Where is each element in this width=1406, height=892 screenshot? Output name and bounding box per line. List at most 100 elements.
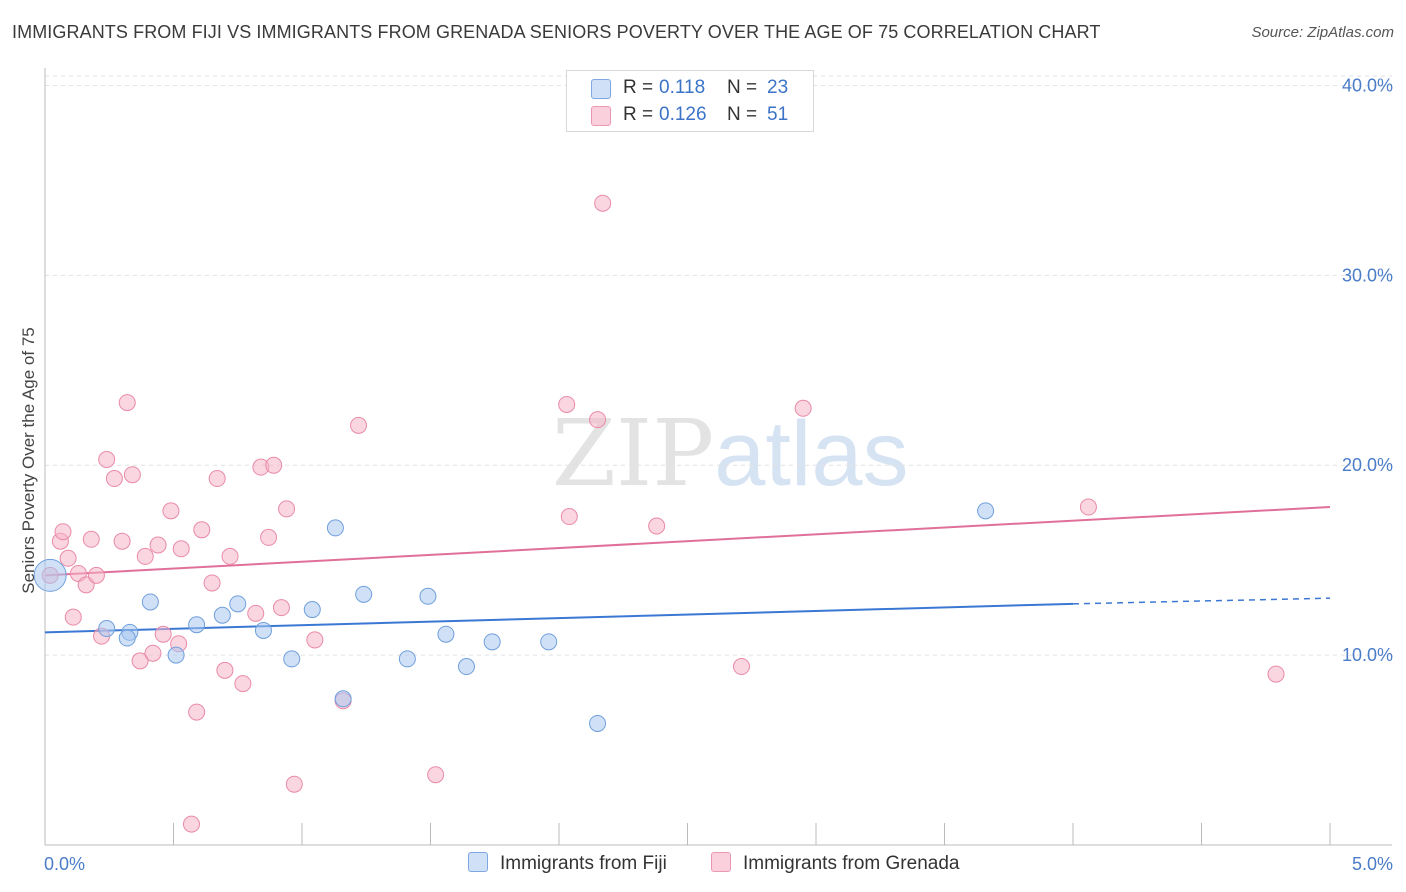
point-fiji: [334, 690, 352, 708]
point-grenada: [136, 547, 154, 565]
legend-row-grenada: R = 0.126 N = 51: [567, 102, 813, 128]
point-fiji: [437, 625, 455, 643]
point-grenada: [54, 523, 72, 541]
gridlines: [45, 75, 1392, 656]
point-fiji: [33, 558, 67, 592]
point-grenada: [594, 194, 612, 212]
source-credit: Source: ZipAtlas.com: [1251, 24, 1394, 41]
point-grenada: [118, 394, 136, 412]
point-grenada: [1079, 498, 1097, 516]
point-fiji: [589, 714, 607, 732]
point-grenada: [427, 766, 445, 784]
point-grenada: [216, 661, 234, 679]
bottom-legend-fiji: Immigrants from Fiji: [468, 852, 667, 875]
point-grenada: [285, 775, 303, 793]
point-fiji: [98, 620, 116, 638]
point-grenada: [162, 502, 180, 520]
point-grenada: [144, 644, 162, 662]
point-grenada: [59, 549, 77, 567]
point-grenada: [234, 675, 252, 693]
trend-line-fiji: [44, 602, 1074, 634]
chart-title: IMMIGRANTS FROM FIJI VS IMMIGRANTS FROM …: [12, 22, 1101, 42]
axes: [44, 68, 1392, 846]
point-fiji: [398, 650, 416, 668]
point-grenada: [272, 599, 290, 617]
trend-line-fiji-extension: [1072, 597, 1331, 605]
data-points: [33, 194, 1285, 833]
point-fiji: [141, 593, 159, 611]
point-grenada: [1267, 665, 1285, 683]
point-grenada: [64, 608, 82, 626]
point-grenada: [558, 395, 576, 413]
point-grenada: [203, 574, 221, 592]
point-grenada: [278, 500, 296, 518]
point-grenada: [306, 631, 324, 649]
bottom-legend-swatch-fiji: [468, 852, 488, 872]
legend-swatch-grenada: [591, 106, 611, 126]
legend-r-value: 0.126: [659, 104, 707, 125]
y-tick-label: 40.0%: [1342, 75, 1393, 95]
point-fiji: [540, 633, 558, 651]
point-grenada: [98, 451, 116, 469]
point-fiji: [419, 587, 437, 605]
point-grenada: [149, 536, 167, 554]
x-tick-label: 0.0%: [44, 854, 85, 874]
watermark-zip: ZIP: [552, 400, 715, 507]
point-grenada: [208, 470, 226, 488]
bottom-legend-label-fiji: Immigrants from Fiji: [500, 853, 667, 874]
watermark-atlas: atlas: [714, 403, 909, 505]
point-grenada: [82, 530, 100, 548]
point-grenada: [794, 399, 812, 417]
point-grenada: [113, 532, 131, 550]
x-tick-label: 5.0%: [1352, 854, 1393, 874]
legend-n-label: N =: [727, 77, 758, 98]
trend-lines: [44, 506, 1331, 634]
legend-row-fiji: R = 0.118 N = 23: [567, 75, 813, 101]
y-tick-label: 10.0%: [1342, 645, 1393, 665]
bottom-legend-grenada: Immigrants from Grenada: [711, 852, 959, 875]
point-fiji: [977, 502, 995, 520]
point-grenada: [589, 411, 607, 429]
point-grenada: [265, 456, 283, 474]
watermark: ZIPatlas: [552, 400, 909, 507]
legend-r-value: 0.118: [659, 77, 706, 98]
legend-n-label: N =: [727, 104, 758, 125]
bottom-legend-swatch-grenada: [711, 852, 731, 872]
point-grenada: [732, 658, 750, 676]
point-fiji: [303, 601, 321, 619]
point-grenada: [247, 604, 265, 622]
point-fiji: [483, 633, 501, 651]
point-grenada: [154, 625, 172, 643]
point-grenada: [131, 652, 149, 670]
point-grenada: [221, 547, 239, 565]
bottom-legend-label-grenada: Immigrants from Grenada: [743, 853, 960, 874]
point-fiji: [167, 646, 185, 664]
point-grenada: [188, 703, 206, 721]
legend-r-label: R =: [623, 77, 654, 98]
legend: R = 0.118 N = 23 R = 0.126 N = 51: [566, 70, 814, 132]
point-fiji: [355, 585, 373, 603]
legend-n-value: 51: [767, 104, 789, 125]
point-fiji: [229, 595, 247, 613]
point-fiji: [188, 616, 206, 634]
legend-r-label: R =: [623, 104, 654, 125]
point-grenada: [123, 466, 141, 484]
point-grenada: [105, 470, 123, 488]
y-tick-label: 20.0%: [1342, 455, 1393, 475]
y-axis-title: Seniors Poverty Over the Age of 75: [19, 327, 38, 593]
point-grenada: [350, 416, 368, 434]
point-fiji: [326, 519, 344, 537]
point-fiji: [457, 658, 475, 676]
point-grenada: [648, 517, 666, 535]
point-fiji: [213, 606, 231, 624]
trend-line-grenada: [44, 506, 1331, 577]
axis-labels: 10.0% 20.0% 30.0% 40.0% 0.0% 5.0% Seniors Pove…: [19, 75, 1393, 874]
point-grenada: [87, 566, 105, 584]
y-tick-label: 30.0%: [1342, 265, 1393, 285]
point-fiji: [283, 650, 301, 668]
legend-n-value: 23: [767, 77, 789, 98]
point-grenada: [560, 508, 578, 526]
point-grenada: [260, 528, 278, 546]
point-fiji: [118, 629, 136, 647]
